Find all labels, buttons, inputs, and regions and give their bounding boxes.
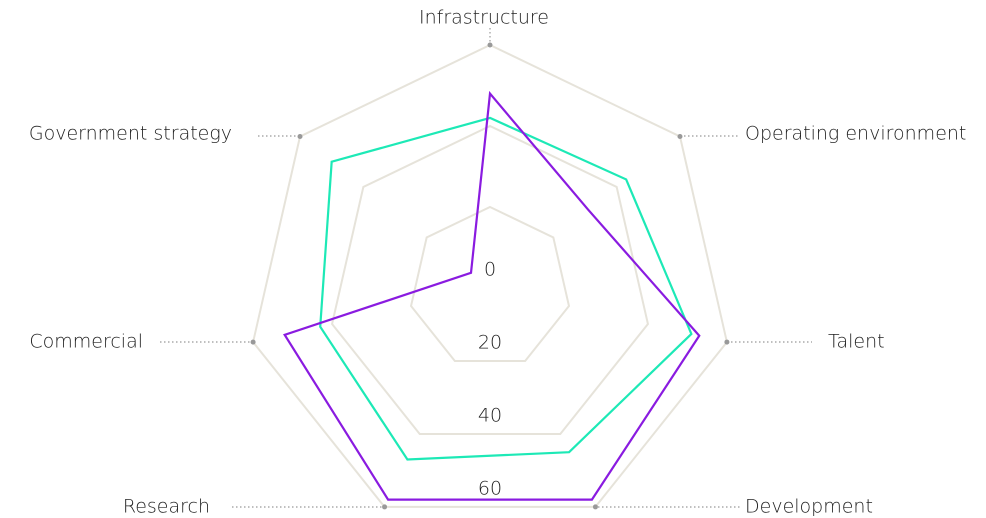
axis-dot [592, 504, 598, 510]
category-label: Talent [828, 331, 885, 353]
grid-ring [409, 205, 571, 362]
grid-ring [330, 124, 650, 435]
series-polygon [319, 116, 693, 461]
category-label: Development [745, 496, 873, 518]
axis-dot [297, 133, 303, 139]
axis-dot [487, 42, 493, 48]
category-label: Infrastructure [419, 7, 549, 29]
grid-ring [252, 43, 728, 508]
axis-dot [250, 339, 256, 345]
category-label: Operating environment [745, 123, 966, 145]
category-label: Government strategy [29, 123, 232, 145]
tick-label: 40 [478, 404, 502, 426]
tick-label: 20 [478, 331, 502, 353]
series-polygon [283, 90, 701, 501]
axis-dot [382, 504, 388, 510]
axis-dot [724, 339, 730, 345]
tick-label: 60 [478, 477, 502, 499]
tick-label: 0 [484, 259, 496, 281]
category-label: Commercial [29, 331, 143, 353]
category-label: Research [123, 496, 210, 518]
axis-dot [677, 133, 683, 139]
